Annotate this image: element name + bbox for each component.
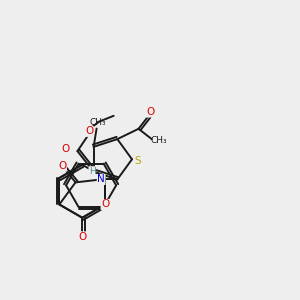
Text: O: O bbox=[78, 232, 86, 242]
Text: O: O bbox=[146, 107, 154, 117]
Text: N: N bbox=[97, 174, 105, 184]
Text: H: H bbox=[89, 167, 96, 176]
Text: CH₃: CH₃ bbox=[90, 118, 106, 127]
Text: CH₃: CH₃ bbox=[151, 136, 167, 145]
Text: O: O bbox=[101, 200, 110, 209]
Text: O: O bbox=[61, 144, 70, 154]
Text: O: O bbox=[58, 161, 66, 171]
Text: S: S bbox=[134, 156, 141, 166]
Text: O: O bbox=[85, 126, 93, 136]
